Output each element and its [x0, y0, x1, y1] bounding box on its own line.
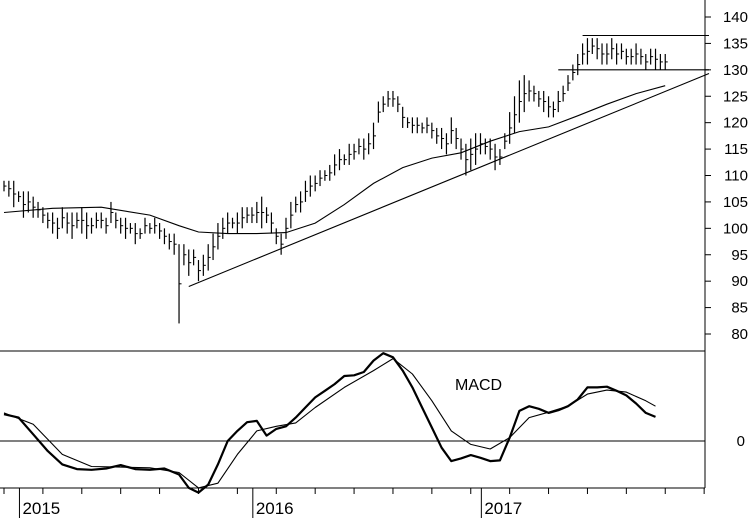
- y-tick-label: 85: [731, 300, 748, 317]
- support-trendline: [188, 73, 710, 287]
- x-tick-label: 2015: [22, 499, 60, 518]
- price-plot: [3, 34, 710, 324]
- y-tick-label: 140: [723, 9, 748, 26]
- macd-annotation: MACD: [455, 377, 502, 394]
- y-tick-label: 135: [723, 35, 748, 52]
- macd-y-tick-label: 0: [737, 433, 745, 450]
- y-tick-label: 115: [724, 141, 748, 158]
- y-tick-label: 95: [731, 247, 748, 264]
- y-tick-label: 130: [723, 62, 748, 79]
- y-tick-label: 125: [723, 88, 748, 105]
- macd-plot: [3, 352, 656, 494]
- y-tick-label: 90: [731, 273, 748, 290]
- x-axis: 2015 2016 2017: [3, 488, 705, 518]
- y-tick-label: 120: [723, 115, 748, 132]
- signal-line: [3, 358, 656, 489]
- y-tick-label: 80: [731, 326, 748, 343]
- x-tick-label: 2016: [256, 499, 294, 518]
- y-tick-label: 100: [723, 220, 748, 237]
- x-tick-label: 2017: [484, 499, 522, 518]
- macd-line: [3, 352, 656, 494]
- macd-y-axis: 0: [737, 433, 745, 450]
- y-tick-label: 105: [723, 194, 748, 211]
- moving-average-line: [3, 85, 666, 235]
- price-y-axis: 140 135 130 125 120 115 110 105 100 95 90 85 80: [705, 9, 748, 343]
- y-tick-label: 110: [724, 168, 748, 185]
